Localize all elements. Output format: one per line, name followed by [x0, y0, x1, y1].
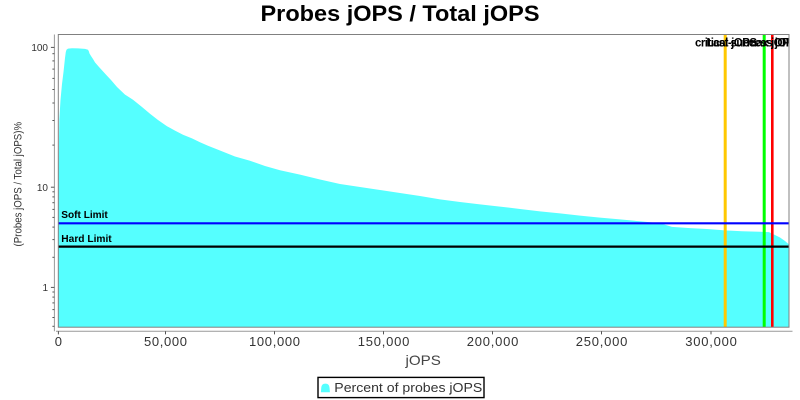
svg-text:max-jOPS: max-jOPS: [747, 38, 797, 50]
svg-text:100,000: 100,000: [249, 334, 300, 349]
svg-text:Hard Limit: Hard Limit: [61, 234, 112, 245]
svg-text:Soft Limit: Soft Limit: [61, 210, 108, 221]
svg-text:150,000: 150,000: [358, 334, 410, 349]
svg-text:jOPS: jOPS: [404, 352, 440, 368]
svg-text:250,000: 250,000: [576, 334, 628, 349]
svg-text:Percent of probes jOPS: Percent of probes jOPS: [334, 380, 482, 395]
svg-text:(Probes jOPS / Total jOPS)%: (Probes jOPS / Total jOPS)%: [12, 122, 24, 247]
svg-text:Probes jOPS / Total jOPS: Probes jOPS / Total jOPS: [261, 1, 540, 26]
svg-text:critical-jOPS: critical-jOPS: [695, 38, 757, 50]
svg-text:100: 100: [31, 43, 48, 54]
svg-text:200,000: 200,000: [467, 334, 519, 349]
svg-text:1: 1: [42, 283, 48, 294]
svg-text:300,000: 300,000: [685, 334, 737, 349]
svg-text:50,000: 50,000: [144, 334, 187, 349]
svg-text:10: 10: [37, 183, 49, 194]
svg-text:Last success jOPS: Last success jOPS: [707, 38, 800, 50]
svg-text:0: 0: [55, 334, 62, 349]
